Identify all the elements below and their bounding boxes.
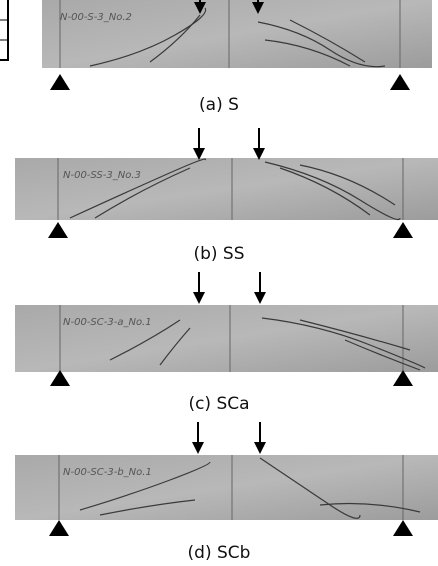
support-triangle bbox=[390, 74, 410, 90]
support-triangle bbox=[393, 222, 413, 238]
support-triangle bbox=[50, 74, 70, 90]
page: N-00-S-3_No.2(a) SN-00-SS-3_No.3(b) SSN-… bbox=[0, 0, 438, 566]
support-triangle bbox=[50, 370, 70, 386]
specimen-label: N-00-SS-3_No.3 bbox=[63, 170, 141, 181]
specimen-panel: N-00-SC-3-a_No.1 (c) SCa bbox=[15, 272, 438, 414]
specimen-label: N-00-SC-3-a_No.1 bbox=[63, 317, 152, 328]
panel-caption: (b) SS bbox=[193, 244, 244, 264]
load-arrow-head bbox=[193, 292, 205, 304]
figure: N-00-S-3_No.2(a) SN-00-SS-3_No.3(b) SSN-… bbox=[0, 0, 438, 566]
corner-table-fragment bbox=[0, 0, 8, 60]
beam-photo bbox=[15, 158, 438, 220]
beam-photo bbox=[15, 305, 438, 372]
specimen-panel: N-00-SS-3_No.3 (b) SS bbox=[15, 128, 438, 264]
specimen-label: N-00-S-3_No.2 bbox=[60, 12, 132, 23]
beam-photo bbox=[15, 455, 438, 520]
specimen-label: N-00-SC-3-b_No.1 bbox=[63, 467, 152, 478]
load-arrow-head bbox=[254, 292, 266, 304]
panel-caption: (a) S bbox=[199, 95, 239, 115]
load-arrow-head bbox=[254, 442, 266, 454]
panel-caption: (d) SCb bbox=[188, 543, 251, 563]
specimen-panel: N-00-S-3_No.2 (a) S bbox=[42, 0, 432, 115]
support-triangle bbox=[393, 520, 413, 536]
load-arrow-head bbox=[192, 442, 204, 454]
specimen-panel: N-00-SC-3-b_No.1 (d) SCb bbox=[15, 422, 438, 563]
support-triangle bbox=[49, 520, 69, 536]
panel-caption: (c) SCa bbox=[188, 394, 249, 414]
support-triangle bbox=[393, 370, 413, 386]
beam-photo bbox=[42, 0, 432, 68]
support-triangle bbox=[48, 222, 68, 238]
